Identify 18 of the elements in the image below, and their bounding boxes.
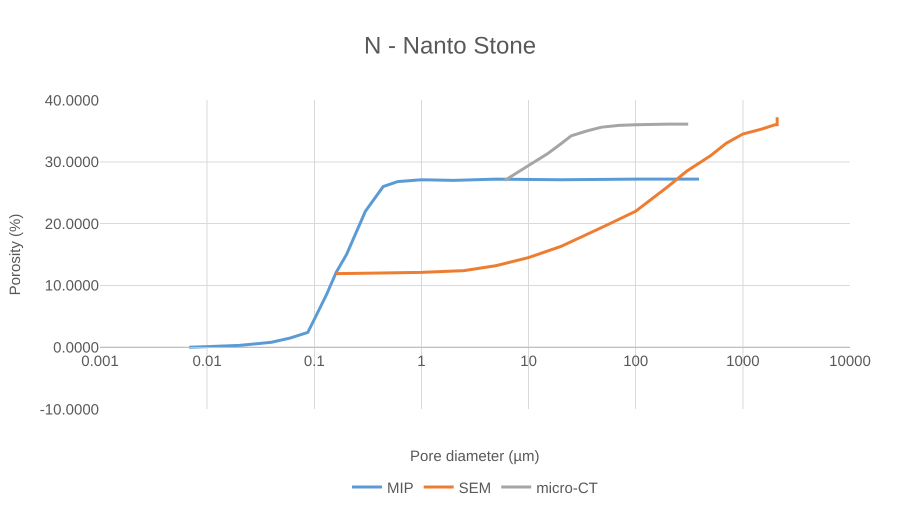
y-tick-label: 40.0000 xyxy=(44,92,99,110)
legend-label: MIP xyxy=(387,480,414,497)
x-tick-label: 1 xyxy=(417,353,426,370)
chart-title: N - Nanto Stone xyxy=(364,32,536,60)
x-axis-title: Pore diameter (µm) xyxy=(410,448,540,465)
legend-label: SEM xyxy=(458,480,492,497)
y-axis-title: Porosity (%) xyxy=(7,214,24,296)
y-tick-label: -10.0000 xyxy=(40,401,99,418)
x-tick-label: 1000 xyxy=(726,353,760,370)
x-tick-label: 0.01 xyxy=(192,353,222,370)
x-tick-label: 10000 xyxy=(829,353,871,370)
x-tick-label: 10 xyxy=(520,353,537,370)
x-tick-label: 0.1 xyxy=(304,353,325,370)
y-tick-label: 20.0000 xyxy=(44,216,99,233)
y-tick-label: 10.0000 xyxy=(44,278,99,295)
y-tick-label: 30.0000 xyxy=(44,154,99,172)
x-tick-label: 100 xyxy=(623,353,648,370)
legend-label: micro-CT xyxy=(536,480,598,497)
